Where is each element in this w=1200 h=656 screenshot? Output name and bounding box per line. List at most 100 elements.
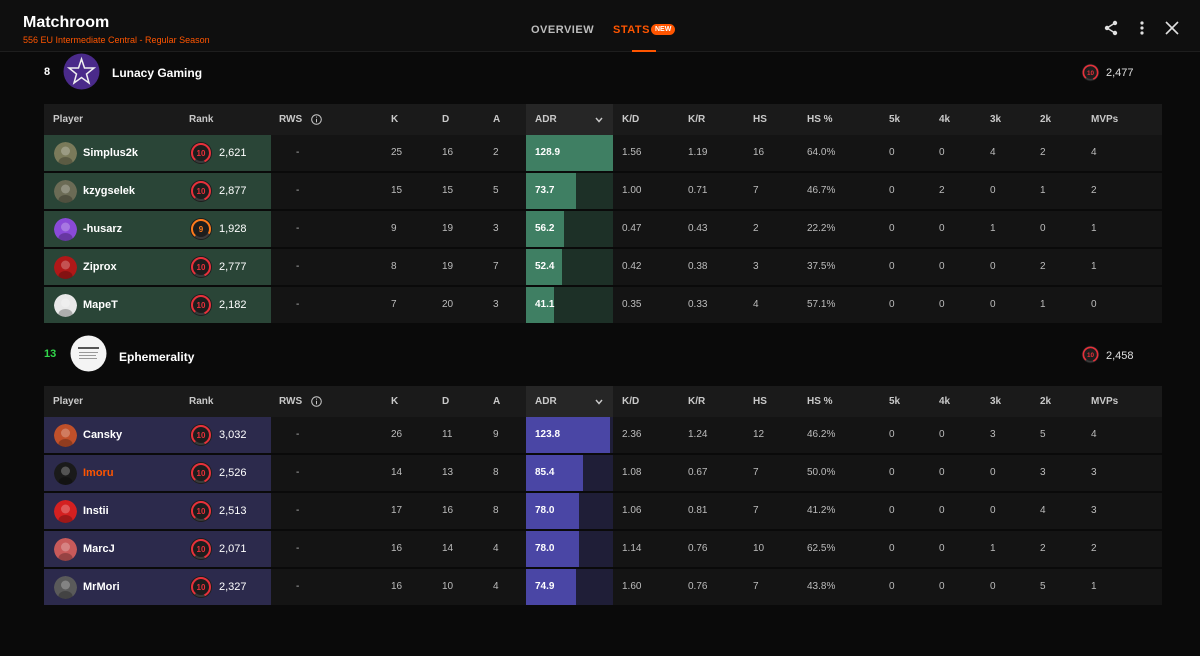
cell-kd: 1.60	[622, 581, 642, 592]
column-header-mvps[interactable]: MVPs	[1091, 396, 1119, 407]
column-header-hs[interactable]: HS	[753, 396, 767, 407]
column-header-d[interactable]: D	[442, 114, 450, 125]
cell-kd: 0.35	[622, 299, 642, 310]
table-row[interactable]: MapeT 10 2,182-7 20 3 41.1 0.35 0.33 4 57.1% 0 0 0 1 0	[44, 287, 1162, 325]
tab-overview[interactable]: OVERVIEW	[531, 24, 595, 36]
player-name[interactable]: MarcJ	[83, 543, 115, 555]
avatar[interactable]	[54, 180, 77, 203]
column-header-k[interactable]: K	[391, 114, 399, 125]
player-cell[interactable]: Instii 10 2,513	[44, 493, 271, 529]
column-header-adr[interactable]: ADR	[535, 114, 557, 125]
cell-rws: -	[296, 223, 300, 234]
column-header-d[interactable]: D	[442, 396, 450, 407]
player-elo: 2,526	[219, 467, 247, 479]
player-cell[interactable]: -husarz 9 1,928	[44, 211, 271, 247]
cell-k: 8	[391, 261, 397, 272]
table-row[interactable]: Cansky 10 3,032 - 26 11 9 123.8 2.36 1.24 12 46.2% 0…	[44, 417, 1162, 455]
avatar[interactable]	[54, 424, 77, 447]
tab-stats[interactable]: STATS	[613, 24, 650, 36]
avatar[interactable]	[54, 538, 77, 561]
avatar[interactable]	[54, 576, 77, 599]
table-row[interactable]: Instii 10 2,513 - 17 16 8 78.0 1.06 0.81 7 41.2% 0 0 0…	[44, 493, 1162, 531]
svg-text:10: 10	[1087, 70, 1095, 77]
column-header-k4[interactable]: 4k	[939, 396, 951, 407]
column-header-hs-pct[interactable]: HS %	[807, 114, 833, 125]
table-row[interactable]: Simplus2k 10 2,621 - 25 16 2 128.9 1.56 1.19 16 64.…	[44, 135, 1162, 173]
column-header-kd[interactable]: K/D	[622, 396, 640, 407]
cell-k2: 0	[1040, 223, 1046, 234]
player-name[interactable]: MapeT	[83, 299, 118, 311]
player-cell[interactable]: Imoru 10 2,526	[44, 455, 271, 491]
cell-k3: 0	[990, 185, 996, 196]
adr-value: 123.8	[535, 429, 561, 440]
column-header-rws[interactable]: RWS	[279, 114, 303, 125]
avatar[interactable]	[54, 500, 77, 523]
player-name[interactable]: Cansky	[83, 429, 123, 441]
table-row[interactable]: MrMori 10 2,327 - 16 10 4 74.9 1.60 0.76 7 43.8% 0 0 0…	[44, 569, 1162, 607]
player-cell[interactable]: Cansky 10 3,032	[44, 417, 271, 453]
match-subtitle[interactable]: 556 EU Intermediate Central - Regular Se…	[23, 35, 210, 45]
close-icon[interactable]	[1164, 20, 1180, 36]
cell-d: 14	[442, 543, 454, 554]
column-header-rws[interactable]: RWS	[279, 396, 303, 407]
column-header-mvps[interactable]: MVPs	[1091, 114, 1119, 125]
table-row[interactable]: Ziprox 10 2,777 - 8 19 7 52.4 0.42 0.38 3 37.5% 0 0 0 2…	[44, 249, 1162, 287]
cell-kd: 1.08	[622, 467, 642, 478]
chevron-down-icon[interactable]	[595, 399, 603, 405]
player-name[interactable]: Ziprox	[83, 261, 117, 273]
column-header-k2[interactable]: 2k	[1040, 396, 1052, 407]
share-icon[interactable]	[1103, 20, 1119, 36]
info-icon[interactable]	[311, 114, 322, 125]
column-header-hs-pct[interactable]: HS %	[807, 396, 833, 407]
column-header-rank[interactable]: Rank	[189, 114, 214, 125]
column-header-k5[interactable]: 5k	[889, 114, 901, 125]
adr-sort-header[interactable]	[526, 104, 613, 135]
avatar[interactable]	[54, 218, 77, 241]
column-header-a[interactable]: A	[493, 114, 501, 125]
team-level-badge: 10	[1081, 345, 1100, 364]
player-name[interactable]: MrMori	[83, 581, 120, 593]
column-header-kd[interactable]: K/D	[622, 114, 640, 125]
player-name[interactable]: Simplus2k	[83, 147, 139, 159]
column-header-k4[interactable]: 4k	[939, 114, 951, 125]
avatar[interactable]	[54, 294, 77, 317]
player-cell[interactable]: kzygselek 10 2,877	[44, 173, 271, 209]
adr-cell: 73.7	[526, 173, 613, 209]
column-header-hs[interactable]: HS	[753, 114, 767, 125]
player-name[interactable]: Instii	[83, 505, 109, 517]
avatar[interactable]	[54, 462, 77, 485]
info-icon[interactable]	[311, 396, 322, 407]
column-header-k3[interactable]: 3k	[990, 396, 1002, 407]
adr-sort-header[interactable]	[526, 386, 613, 417]
more-vertical-icon[interactable]	[1134, 20, 1150, 36]
team-elo: 2,477	[1106, 67, 1134, 79]
player-cell[interactable]: Ziprox 10 2,777	[44, 249, 271, 285]
column-header-kr[interactable]: K/R	[688, 396, 706, 407]
cell-k3: 4	[990, 147, 996, 158]
table-row[interactable]: MarcJ 10 2,071 - 16 14 4 78.0 1.14 0.76 10 62.5% 0 0 1…	[44, 531, 1162, 569]
column-header-adr[interactable]: ADR	[535, 396, 557, 407]
player-cell[interactable]: MarcJ 10 2,071	[44, 531, 271, 567]
column-header-a[interactable]: A	[493, 396, 501, 407]
player-cell[interactable]: MrMori 10 2,327	[44, 569, 271, 605]
column-header-kr[interactable]: K/R	[688, 114, 706, 125]
table-row[interactable]: kzygselek 10 2,877-15 15 5 73.7 1.00 0.71 7 46.7%…	[44, 173, 1162, 211]
player-name[interactable]: kzygselek	[83, 185, 135, 197]
avatar[interactable]	[54, 142, 77, 165]
column-header-k3[interactable]: 3k	[990, 114, 1002, 125]
table-row[interactable]: Imoru 10 2,526 - 14 13 8 85.4 1.08 0.67 7 50.0% 0 0 0 3…	[44, 455, 1162, 493]
team-name[interactable]: Ephemerality	[119, 350, 195, 364]
player-name[interactable]: Imoru	[83, 467, 114, 479]
avatar[interactable]	[54, 256, 77, 279]
table-row[interactable]: -husarz 9 1,928 - 9 19 3 56.2 0.47 0.43 2 22.2% 0 0 1 0…	[44, 211, 1162, 249]
column-header-rank[interactable]: Rank	[189, 396, 214, 407]
player-name[interactable]: -husarz	[83, 223, 123, 235]
column-header-k[interactable]: K	[391, 396, 399, 407]
column-header-k2[interactable]: 2k	[1040, 114, 1052, 125]
player-cell[interactable]: Simplus2k 10 2,621	[44, 135, 271, 171]
team-name[interactable]: Lunacy Gaming	[112, 66, 203, 80]
player-cell[interactable]: MapeT 10 2,182	[44, 287, 271, 323]
chevron-down-icon[interactable]	[595, 117, 603, 123]
column-header-k5[interactable]: 5k	[889, 396, 901, 407]
cell-a: 2	[493, 147, 499, 158]
